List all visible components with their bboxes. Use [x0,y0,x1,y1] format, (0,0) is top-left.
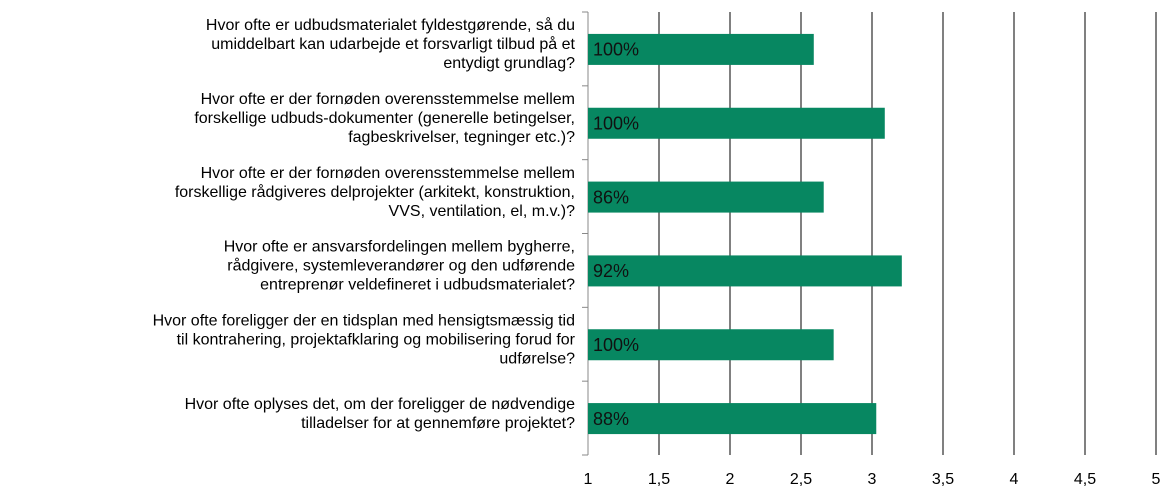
x-tick-label: 5 [1152,471,1161,488]
bar-annotation: 86% [593,187,629,207]
y-tick-label: Hvor ofte er der fornøden overensstemmel… [201,91,575,108]
y-tick-label: Hvor ofte er der fornøden overensstemmel… [201,165,575,182]
y-tick-label: VVS, ventilation, el, m.v.)? [389,203,576,220]
bar [588,255,902,287]
x-tick-label: 3 [868,471,877,488]
y-tick-label: Hvor ofte oplyses det, om der foreligger… [185,396,576,413]
y-tick-label: Hvor ofte er udbudsmaterialet fyldestgør… [206,16,575,34]
y-tick-label: entydigt grundlag? [443,55,575,72]
bar [588,181,824,213]
x-tick-label: 2 [726,471,735,488]
x-tick-label: 3,5 [932,471,954,488]
x-tick-label: 1,5 [648,471,670,488]
bar-annotation: 100% [593,335,639,355]
y-tick-label: rådgivere, systemleverandører og den udf… [227,257,575,275]
y-tick-label: fagbeskrivelser, tegninger etc.)? [348,129,575,146]
y-tick-label: til kontrahering, projektafklaring og mo… [177,331,576,348]
y-tick-label: Hvor ofte er ansvarsfordelingen mellem b… [224,239,575,256]
bar-annotation: 100% [593,114,639,134]
bar [588,33,814,65]
bar [588,403,877,435]
y-tick-label: umiddelbart kan udarbejde et forsvarligt… [211,35,575,53]
bar [588,329,834,361]
y-tick-label: forskellige rådgiveres delprojekter (ark… [175,183,575,201]
y-tick-label: tilladelser for at gennemføre projektet? [301,415,575,432]
x-tick-label: 2,5 [790,471,812,488]
y-tick-label: udførelse? [499,350,575,367]
x-tick-label: 4,5 [1074,471,1096,488]
bar-annotation: 92% [593,261,629,281]
bar [588,107,885,139]
bar-annotation: 88% [593,409,629,429]
y-tick-label: entreprenør veldefineret i udbudsmateria… [260,277,575,294]
x-tick-label: 4 [1010,471,1019,488]
x-tick-label: 1 [584,471,593,488]
bar-annotation: 100% [593,40,639,60]
y-tick-label: forskellige udbuds-dokumenter (generelle… [194,110,575,127]
y-tick-label: Hvor ofte foreligger der en tidsplan med… [153,312,575,329]
